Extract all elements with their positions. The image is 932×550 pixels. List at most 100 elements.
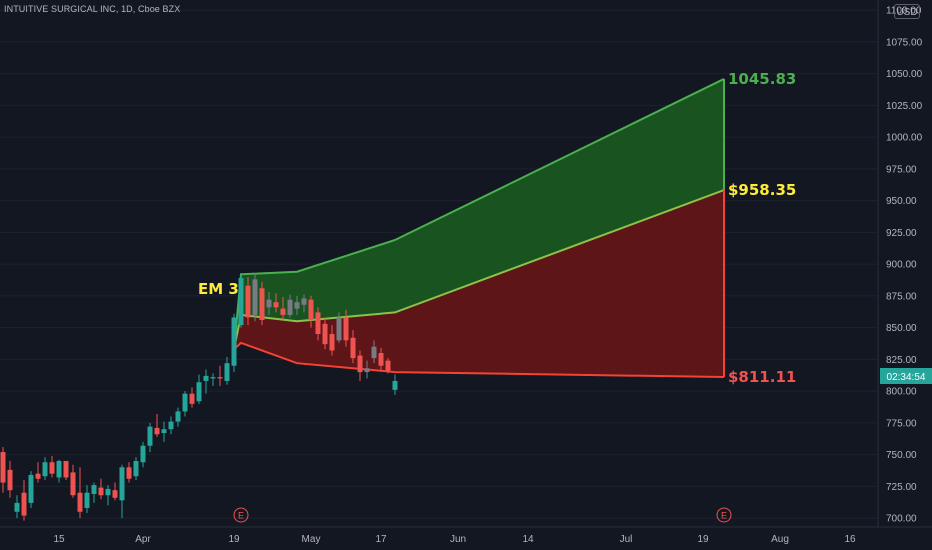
candle-body — [343, 317, 349, 341]
candle-body — [252, 279, 258, 315]
candle-body — [126, 467, 132, 479]
candle-body — [238, 278, 244, 326]
earnings-marker-label: E — [238, 511, 244, 521]
candle — [336, 312, 342, 343]
candle-body — [147, 426, 153, 446]
candle — [343, 309, 349, 347]
lower-band-label: $811.11 — [728, 368, 796, 386]
candle-body — [231, 317, 237, 366]
candle — [49, 455, 55, 478]
candle — [28, 471, 34, 508]
x-axis: 15 Apr 19 May 17 Jun 14 Jul 19 Aug 16 — [53, 534, 856, 545]
x-tick-label: Apr — [135, 534, 151, 545]
candle-body — [371, 346, 377, 359]
candle-body — [350, 337, 356, 359]
y-tick-label: 950.00 — [886, 196, 917, 207]
mid-band-line — [233, 189, 725, 350]
x-tick-label: 16 — [844, 534, 856, 545]
candle-body — [140, 445, 146, 463]
candle — [196, 374, 202, 404]
candle — [147, 422, 153, 453]
currency-button[interactable]: USD — [894, 4, 920, 19]
candle — [329, 325, 335, 356]
candle — [238, 273, 244, 328]
y-tick-label: 1100.00 — [886, 6, 922, 17]
candle — [98, 478, 104, 500]
candle-body — [182, 393, 188, 412]
candle-body — [301, 298, 307, 305]
upper-band-label: 1045.83 — [728, 70, 796, 88]
candle — [63, 460, 69, 481]
countdown-text: 02:34:54 — [887, 372, 926, 383]
candle-body — [329, 333, 335, 351]
candle-body — [224, 363, 230, 381]
candle-body — [119, 467, 125, 501]
y-tick-label: 750.00 — [886, 450, 917, 461]
candle — [315, 307, 321, 341]
x-tick-label: Jul — [620, 534, 633, 545]
symbol-title: INTUITIVE SURGICAL INC, 1D, Cboe BZX — [4, 4, 181, 14]
candle-body — [56, 460, 62, 478]
candle — [350, 330, 356, 364]
candle — [112, 482, 118, 501]
candle — [175, 407, 181, 427]
band-fills — [234, 78, 724, 378]
candle-body — [336, 317, 342, 341]
candle — [273, 293, 279, 313]
candle-body — [203, 375, 209, 381]
candle — [133, 457, 139, 481]
candle — [56, 459, 62, 483]
candle-body — [280, 308, 286, 315]
candle-body — [105, 488, 111, 496]
candle — [252, 273, 258, 322]
mid-band-label: $958.35 — [728, 181, 796, 199]
candle-body — [294, 302, 300, 309]
candle-body — [308, 299, 314, 321]
candle-body — [98, 487, 104, 496]
y-tick-label: 900.00 — [886, 260, 917, 271]
candle — [70, 464, 76, 498]
candle — [385, 358, 391, 374]
candle-body — [112, 490, 118, 498]
countdown-badge: 02:34:54 — [880, 368, 932, 384]
candle-body — [7, 469, 13, 491]
candle-body — [357, 355, 363, 373]
y-tick-label: 975.00 — [886, 164, 917, 175]
candle — [91, 482, 97, 503]
candle-body — [77, 492, 83, 512]
candle-body — [196, 382, 202, 402]
candle — [126, 462, 132, 483]
y-tick-label: 1075.00 — [886, 37, 923, 48]
candle-body — [49, 462, 55, 474]
y-axis: 700.00 725.00 750.00 775.00 800.00 825.00 850.… — [0, 0, 932, 528]
candle — [77, 467, 83, 519]
candle — [35, 462, 41, 483]
candle-body — [385, 360, 391, 371]
y-tick-label: 775.00 — [886, 418, 917, 429]
y-tick-label: 1025.00 — [886, 101, 923, 112]
candle — [119, 464, 125, 519]
lower-band-fill — [234, 190, 724, 378]
candle-body — [210, 377, 216, 379]
y-tick-label: 800.00 — [886, 387, 917, 398]
candle-body — [392, 380, 398, 390]
candle — [287, 294, 293, 318]
candle — [371, 340, 377, 364]
candle — [231, 313, 237, 373]
candle-body — [154, 427, 160, 435]
candle-body — [14, 502, 20, 512]
upper-band-fill — [234, 78, 724, 350]
candle-body — [287, 299, 293, 315]
candle — [84, 485, 90, 514]
candle — [308, 295, 314, 328]
x-tick-label: 19 — [228, 534, 240, 545]
candle — [21, 480, 27, 521]
candle — [105, 485, 111, 506]
candle — [217, 365, 223, 387]
candle-body — [84, 492, 90, 508]
earnings-marker — [233, 507, 249, 523]
candle-body — [63, 460, 69, 478]
earnings-marker-label: E — [721, 511, 727, 521]
